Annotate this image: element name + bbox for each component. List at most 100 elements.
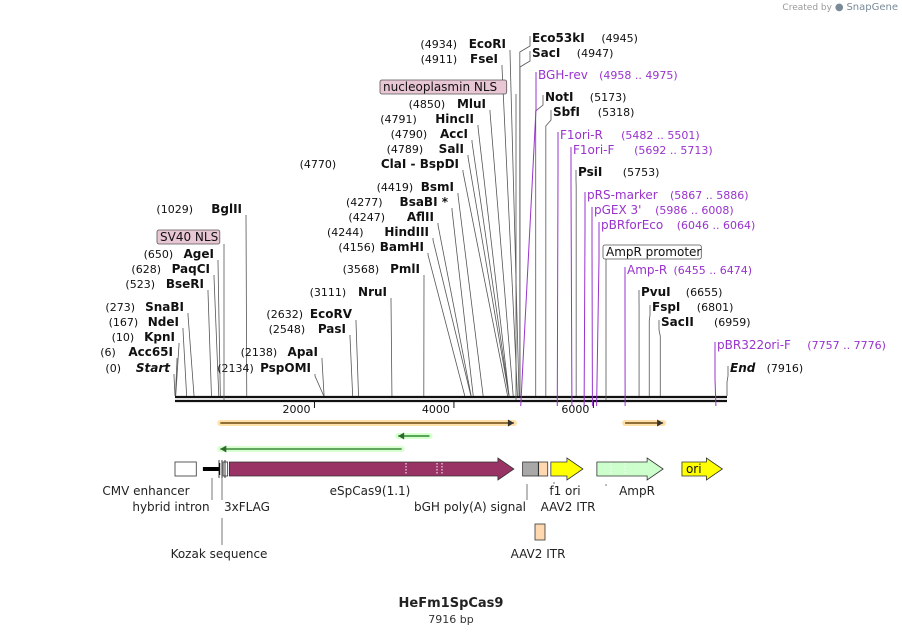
site-nrui: NruI (3111) (310, 285, 393, 397)
site-name: AflII (407, 210, 434, 224)
feature-cmv-enhancer (174, 461, 197, 477)
primer-pbrforeco: pBRforEco (6046 .. 6064) (596, 218, 755, 407)
site-coord: (5318) (598, 106, 635, 119)
site-name: PaqCI (172, 262, 210, 276)
primer-name: pGEX 3' (594, 203, 641, 217)
primer-f1ori-f: F1ori-F (5692 .. 5713) (570, 143, 713, 407)
feature-label-sv40-nls: SV40 NLS (156, 229, 225, 400)
site-aflii: AflII (4247) (348, 210, 472, 397)
watermark-prefix: Created by (782, 3, 832, 13)
site-bglii: BglII (1029) (156, 202, 248, 397)
site-kpni: KpnI (10) (112, 330, 180, 397)
site-coord: (1029) (156, 203, 193, 216)
primer-range: (6455 .. 6474) (674, 264, 753, 277)
feature-hybrid-intron (202, 463, 221, 475)
site-name: PmlI (390, 262, 420, 276)
orf-arrow (217, 445, 405, 453)
feature-name-bgh-poly-a-signal: bGH poly(A) signal (414, 500, 526, 514)
site-bamhi: BamHI (4156) (338, 240, 466, 397)
primer-range: (5482 .. 5501) (621, 129, 700, 142)
aav2-itr-box (534, 523, 546, 541)
feature-ampr (596, 457, 664, 481)
feature-aav2-itr (538, 461, 549, 477)
site-coord: (6801) (697, 301, 734, 314)
site-name: BseRI (166, 277, 204, 291)
site-coord: (167) (109, 316, 139, 329)
primer-range: (7757 .. 7776) (807, 339, 886, 352)
site-coord: (6959) (714, 316, 751, 329)
site-name: EcoRI (469, 37, 506, 51)
site-name: NotI (545, 90, 574, 104)
feature-espcas9-1-1 (228, 457, 515, 481)
site-name: Eco53kI (532, 31, 585, 45)
site-name: ApaI (288, 345, 318, 359)
site-name: BsmI (421, 180, 454, 194)
feature-label-text: SV40 NLS (160, 230, 218, 244)
feature-ori: ori (681, 457, 724, 481)
primer-name: BGH-rev (538, 68, 588, 82)
site-coord: (6655) (686, 286, 723, 299)
site-paqci: PaqCI (628) (131, 262, 220, 397)
site-coord: (4791) (380, 113, 417, 126)
feature-f1-ori (550, 457, 584, 481)
orf-arrow (622, 419, 667, 427)
site-coord: (4850) (409, 98, 446, 111)
site-coord: (4419) (377, 181, 414, 194)
site-name: EcoRV (310, 307, 353, 321)
feature-name-ampr: AmpR (619, 484, 655, 498)
feature-label-text: nucleoplasmin NLS (383, 80, 497, 94)
primer-range: (5986 .. 6008) (655, 204, 734, 217)
site-coord: (4945) (601, 32, 638, 45)
feature-name-espcas9-1-1: eSpCas9(1.1) (330, 484, 411, 498)
site-sbfi: SbfI (5318) (545, 105, 635, 396)
site-noti: NotI (5173) (535, 90, 626, 396)
site-name: Start (136, 361, 171, 375)
site-bsmi: BsmI (4419) (377, 180, 484, 397)
site-pasi: PasI (2548) (269, 322, 354, 397)
site-sacii: SacII (6959) (658, 315, 751, 396)
site-coord: (4244) (327, 226, 364, 239)
feature-bgh-poly-a-signal (522, 461, 539, 477)
site-acci: AccI (4790) (391, 127, 510, 397)
site-fsei: FseI (4911) (421, 52, 518, 397)
site-name: FseI (470, 52, 498, 66)
ruler-label: 6000 (561, 403, 589, 416)
site-hincii: HincII (4791) (380, 112, 510, 397)
site-coord: (3568) (343, 263, 380, 276)
primer-range: (5867 .. 5886) (670, 189, 749, 202)
site-name: ClaI - BspDI (381, 157, 459, 171)
site-sali: SalI (4789) (387, 142, 510, 397)
site-coord: (4947) (577, 47, 614, 60)
site-coord: (4277) (346, 196, 383, 209)
primer-amp-r: Amp-R (6455 .. 6474) (624, 263, 753, 407)
primer-prs-marker: pRS-marker (5867 .. 5886) (583, 188, 749, 407)
site-coord: (4247) (348, 211, 385, 224)
site-coord: (650) (144, 248, 174, 261)
site-psii: PsiI (5753) (575, 165, 659, 396)
watermark-brand: SnapGene (846, 2, 898, 13)
site-name: AccI (440, 127, 468, 141)
primer-name: Amp-R (627, 263, 667, 277)
site-fspi: FspI (6801) (648, 300, 734, 396)
feature-label-ampr-promoter: AmpR promoter (602, 244, 702, 400)
site-mlui: MluI (4850) (409, 97, 514, 397)
site-name: HincII (435, 112, 474, 126)
site-coord: (273) (105, 301, 135, 314)
site-name: SalI (439, 142, 464, 156)
site-bsabi: BsaBI * (4277) (346, 195, 474, 397)
site-name: AgeI (184, 247, 214, 261)
primer-f1ori-r: F1ori-R (5482 .. 5501) (556, 128, 700, 407)
feature-name-aav2-itr: AAV2 ITR (511, 547, 566, 561)
site-pmli: PmlI (3568) (343, 262, 425, 397)
feature-name-kozak-sequence: Kozak sequence (171, 547, 268, 561)
watermark: Created by ● SnapGene (782, 2, 898, 13)
site-coord: (4770) (300, 158, 337, 171)
site-coord: (523) (125, 278, 155, 291)
snapgene-logo-icon: ● (834, 2, 844, 13)
site-coord: (6) (100, 346, 116, 359)
site-acc65i: Acc65I (6) (100, 345, 178, 397)
site-coord: (628) (131, 263, 161, 276)
site-coord: (4789) (387, 143, 424, 156)
site-ecorv: EcoRV (2632) (266, 307, 359, 397)
site-name: Acc65I (128, 345, 173, 359)
